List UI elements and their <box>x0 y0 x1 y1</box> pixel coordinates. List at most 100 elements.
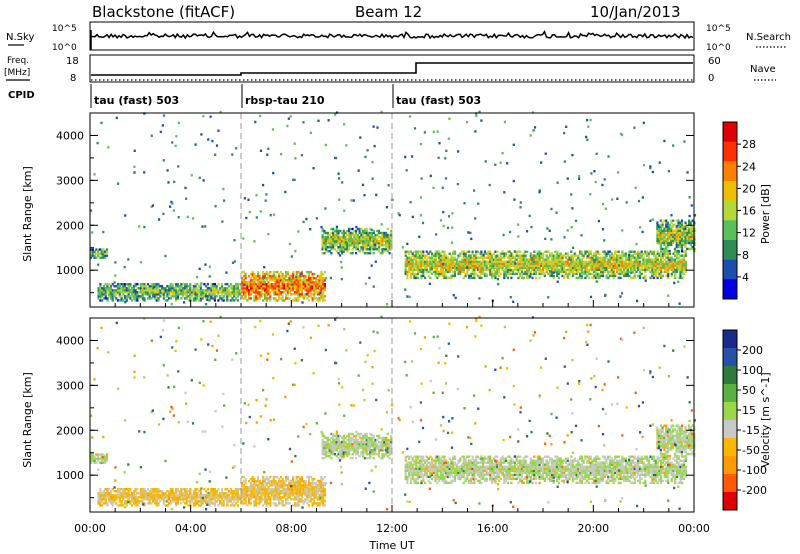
power-cell <box>116 291 120 294</box>
velocity-cell <box>157 502 160 505</box>
power-cell <box>255 277 258 280</box>
power-cell <box>274 285 277 288</box>
power-cell <box>381 244 384 247</box>
power-cell <box>326 235 329 239</box>
power-cell <box>376 126 379 129</box>
power-cell <box>339 244 342 247</box>
power-cell <box>367 248 370 251</box>
power-cell <box>369 233 372 237</box>
power-cell <box>290 293 293 296</box>
power-cell <box>300 281 304 284</box>
power-cell <box>455 260 458 263</box>
velocity-cell <box>274 502 277 505</box>
power-cell <box>150 291 153 294</box>
power-cell <box>670 258 673 261</box>
power-cell <box>333 239 337 243</box>
power-cell <box>408 250 411 253</box>
power-cell <box>601 256 605 259</box>
power-cell <box>434 252 437 255</box>
power-cell <box>688 237 691 241</box>
power-cell <box>132 295 135 298</box>
power-cell <box>561 260 564 263</box>
power-cell <box>97 254 100 257</box>
velocity-cell <box>253 496 256 499</box>
velocity-cell <box>155 490 158 493</box>
power-cell <box>563 254 566 257</box>
power-cell <box>432 264 435 267</box>
power-cell <box>346 229 349 233</box>
power-cell <box>117 182 120 185</box>
velocity-cell <box>320 484 323 487</box>
velocity-cell <box>315 490 318 493</box>
velocity-cell <box>141 488 144 491</box>
power-cell <box>667 270 670 274</box>
velocity-cell <box>320 502 323 505</box>
power-cell <box>320 272 323 276</box>
power-cell <box>677 237 680 241</box>
power-cell <box>339 250 342 253</box>
power-cell <box>607 270 610 274</box>
power-cell <box>684 235 687 238</box>
velocity-cell <box>249 477 252 481</box>
velocity-cell <box>196 500 199 503</box>
power-cell <box>575 264 578 267</box>
power-cell <box>189 295 192 298</box>
power-cell <box>636 299 639 303</box>
power-cell <box>420 266 423 269</box>
velocity-cell <box>311 486 314 489</box>
power-cell <box>519 268 522 272</box>
velocity-cell <box>299 494 302 497</box>
power-cell <box>665 260 668 263</box>
power-cell <box>556 250 559 253</box>
power-cell <box>577 254 580 257</box>
cpid-label: CPID <box>8 90 35 101</box>
power-cell <box>260 287 263 290</box>
power-cell <box>108 289 111 292</box>
velocity-cell <box>99 494 102 497</box>
power-cell <box>603 252 606 255</box>
power-cell <box>573 260 576 263</box>
power-cell <box>490 254 494 257</box>
power-cell <box>446 270 450 274</box>
velocity-cell <box>227 496 231 499</box>
power-cell <box>362 235 365 239</box>
power-cell <box>619 266 622 269</box>
power-cell <box>231 261 235 264</box>
power-cell <box>610 266 613 269</box>
power-cell <box>446 258 450 261</box>
power-cell <box>473 262 476 265</box>
power-cell <box>325 239 328 243</box>
power-cell <box>665 223 668 226</box>
power-cell <box>315 285 318 288</box>
velocity-cell <box>309 500 312 503</box>
power-cell <box>524 272 527 276</box>
power-cell <box>139 283 142 286</box>
power-cell <box>355 225 358 229</box>
velocity-cell <box>293 482 297 485</box>
velocity-cell <box>171 490 174 493</box>
power-cell <box>684 268 687 272</box>
power-cell <box>203 293 206 296</box>
velocity-cell <box>309 492 312 495</box>
power-cell <box>656 262 659 265</box>
velocity-cell <box>322 490 325 493</box>
power-cell <box>208 297 211 300</box>
power-cell <box>432 262 435 265</box>
power-cell <box>295 277 298 280</box>
power-cell <box>680 225 684 228</box>
velocity-cell <box>285 502 288 505</box>
power-cell <box>584 276 587 280</box>
power-cell <box>461 268 464 272</box>
power-cell <box>563 260 566 263</box>
power-cell <box>659 239 662 243</box>
power-cell <box>498 262 501 265</box>
power-cell <box>355 246 358 249</box>
power-cell <box>235 293 238 296</box>
velocity-cell <box>323 453 326 456</box>
power-cell <box>527 260 531 263</box>
power-cell <box>415 268 418 272</box>
power-cell <box>557 264 560 267</box>
power-cell <box>90 256 93 259</box>
power-cell <box>323 283 326 286</box>
power-cell <box>672 219 675 222</box>
